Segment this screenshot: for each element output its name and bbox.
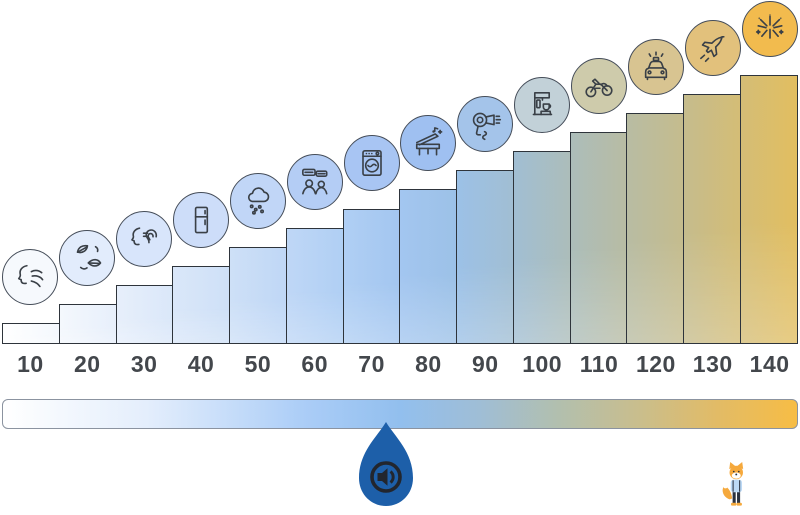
scale-bar: [2, 399, 798, 429]
fox-leg: [732, 490, 736, 504]
fox-tail: [722, 485, 733, 500]
volume-marker: [359, 422, 413, 506]
x-axis-labels: 10 20 30 40 50 60 70 80 90 100 110 120 130 140: [2, 347, 798, 381]
fox-leg: [737, 490, 741, 504]
bar-20: [58, 303, 117, 344]
axis-label: 100: [522, 351, 563, 377]
bar-60: [285, 227, 344, 344]
fox-foot: [730, 502, 737, 506]
bar-130: [683, 94, 742, 344]
bar-10: [2, 322, 61, 344]
bar-80: [399, 189, 458, 344]
axis-label: 30: [130, 351, 158, 377]
fox-eye: [737, 470, 740, 473]
fox-muzzle: [731, 472, 741, 479]
axis-label: 60: [301, 351, 329, 377]
axis-label: 110: [579, 351, 619, 377]
fox-ear: [729, 461, 736, 470]
speaker-wave: [389, 470, 395, 484]
bar-100: [512, 151, 571, 344]
fox-suspenders: [732, 480, 741, 492]
axis-label: 140: [749, 351, 790, 377]
speaker-ring: [370, 461, 402, 493]
fox-shirt: [730, 479, 743, 493]
axis-label: 40: [187, 351, 215, 377]
bar-40: [172, 265, 231, 344]
bar-50: [229, 246, 288, 344]
axis-label: 20: [73, 351, 101, 377]
axis-label: 70: [358, 351, 385, 377]
fox-foot: [736, 502, 742, 506]
fox-mascot: [722, 461, 744, 506]
bar-90: [456, 170, 515, 344]
axis-label: 10: [17, 351, 44, 377]
fox-eye: [732, 470, 735, 473]
axis-label: 130: [692, 351, 733, 377]
axis-label: 50: [244, 351, 272, 377]
bar-70: [342, 208, 401, 344]
fox-ear: [736, 461, 744, 470]
bar-120: [626, 113, 685, 344]
axis-label: 80: [415, 351, 442, 377]
bar-110: [569, 132, 628, 344]
axis-label: 120: [635, 351, 676, 377]
bar-140: [739, 75, 798, 344]
axis-label: 90: [472, 351, 499, 377]
fox-nose: [735, 473, 738, 476]
speaker-icon: [370, 461, 402, 493]
bar-30: [115, 284, 174, 344]
speaker-body: [377, 468, 388, 486]
bars-area: [2, 0, 798, 344]
fox-tail-tip: [723, 484, 728, 489]
